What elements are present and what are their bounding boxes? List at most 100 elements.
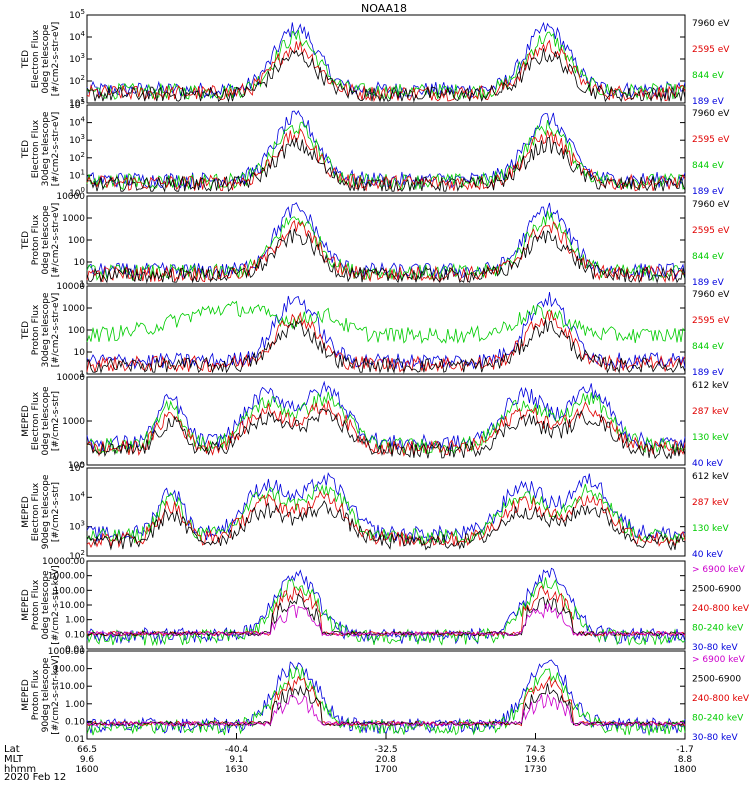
y-axis-label: 0deg telescope xyxy=(41,205,51,275)
legend-entry: 40 keV xyxy=(692,550,724,560)
y-axis-label: 30deg telescope xyxy=(41,111,51,186)
series-trace xyxy=(86,665,686,736)
series-trace xyxy=(86,48,686,103)
x-row-value: 1600 xyxy=(76,765,99,775)
legend-entry: 189 eV xyxy=(692,97,725,107)
y-axis-label: MEPED xyxy=(21,496,31,528)
legend-entry: 2500-6900 xyxy=(692,675,741,685)
y-tick-label: 103 xyxy=(69,52,85,65)
y-axis-label: [#/cm2-s-str-eV] xyxy=(51,112,61,187)
legend-entry: > 6900 keV xyxy=(692,565,746,575)
series-trace xyxy=(86,483,686,545)
series-trace xyxy=(86,137,686,193)
x-row-value: 1800 xyxy=(674,765,697,775)
legend-entry: 189 eV xyxy=(692,278,725,288)
y-tick-label: 10 xyxy=(74,258,86,268)
y-axis-label: Electron Flux xyxy=(31,482,41,541)
date-label: 2020 Feb 12 xyxy=(4,772,66,783)
legend-entry: 130 keV xyxy=(692,524,729,534)
legend-entry: 40 keV xyxy=(692,459,724,469)
legend-entry: 844 eV xyxy=(692,252,725,262)
y-axis-label: [#/cm2-s-str] xyxy=(51,391,61,451)
y-axis-label: MEPED xyxy=(21,405,31,437)
y-axis-label: Proton Flux xyxy=(31,214,41,265)
y-tick-label: 103 xyxy=(69,520,85,533)
panel-frame xyxy=(86,467,686,557)
series-trace xyxy=(86,593,686,637)
x-row-value: -40.4 xyxy=(225,745,249,755)
legend-entry: 287 keV xyxy=(692,498,729,508)
y-tick-label: 0.01 xyxy=(65,645,85,655)
x-row-value: -1.7 xyxy=(676,745,694,755)
y-tick-label: 10000 xyxy=(56,282,85,292)
y-tick-label: 10000 xyxy=(56,373,85,383)
y-axis-label: [#/cm2-s-str] xyxy=(51,482,61,542)
x-row-value: 19.6 xyxy=(525,755,545,765)
legend-entry: 7960 eV xyxy=(692,200,730,210)
series-trace xyxy=(86,21,686,100)
series-trace xyxy=(86,319,686,374)
legend-entry: 2500-6900 xyxy=(692,585,741,595)
x-row-value: 9.1 xyxy=(229,755,243,765)
series-trace xyxy=(86,603,686,637)
y-axis-label: TED xyxy=(21,140,31,159)
y-axis-label: [#/cm2-s-str-eV] xyxy=(51,22,61,97)
series-trace xyxy=(86,391,686,455)
y-tick-label: 104 xyxy=(69,30,85,43)
series-trace xyxy=(86,202,686,280)
x-row-value: 1630 xyxy=(225,765,248,775)
x-row-value: 1700 xyxy=(375,765,398,775)
y-axis-label: [#/cm2-s-str-eV] xyxy=(51,293,61,368)
y-tick-label: 1000 xyxy=(62,304,85,314)
legend-entry: 2595 eV xyxy=(692,316,730,326)
panel-2: 1 10 100 1000 10000 TED Proton Flux 0deg telesc… xyxy=(21,192,730,290)
y-axis-label: TED xyxy=(21,321,31,340)
y-tick-label: 1000.00 xyxy=(48,647,85,657)
x-axis-annotations: Lat 66.5 -40.4 -32.5 74.3 -1.7 MLT 9.6 9.1 20.8 19… xyxy=(4,733,697,775)
legend-entry: 844 eV xyxy=(692,342,725,352)
legend-entry: 844 eV xyxy=(692,161,725,171)
legend-entry: 7960 eV xyxy=(692,290,730,300)
series-trace xyxy=(86,219,686,284)
y-axis-label: 90deg telescope xyxy=(41,474,51,549)
y-axis-label: Proton Flux xyxy=(31,579,41,630)
legend-entry: 130 keV xyxy=(692,433,729,443)
y-axis-label: MEPED xyxy=(21,679,31,711)
x-row-value: -32.5 xyxy=(374,745,397,755)
y-tick-label: 1.00 xyxy=(65,616,85,626)
legend-entry: 240-800 keV xyxy=(692,694,750,704)
legend-entry: 2595 eV xyxy=(692,226,730,236)
y-tick-label: 1000 xyxy=(62,417,85,427)
legend-entry: 240-800 keV xyxy=(692,604,750,614)
legend-entry: 80-240 keV xyxy=(692,624,744,634)
y-tick-label: 104 xyxy=(69,490,85,503)
series-trace xyxy=(86,408,686,460)
y-tick-label: 10.00 xyxy=(59,682,85,692)
x-row-value: 66.5 xyxy=(77,745,97,755)
legend-entry: 612 keV xyxy=(692,381,729,391)
panel-3: 1 10 100 1000 10000 TED Proton Flux 30deg teles… xyxy=(21,282,730,380)
y-tick-label: 1.00 xyxy=(65,700,85,710)
y-tick-label: 102 xyxy=(69,74,85,87)
panel-4: 100 1000 10000 MEPED Electron Flux 0deg teles… xyxy=(21,373,729,471)
y-tick-label: 10000 xyxy=(56,192,85,202)
series-trace xyxy=(86,683,686,727)
y-axis-label: 90deg telescope xyxy=(41,657,51,732)
series-trace xyxy=(86,228,686,284)
series-trace xyxy=(86,500,686,551)
y-axis-label: 30deg telescope xyxy=(41,292,51,367)
series-trace xyxy=(86,128,686,192)
legend-entry: > 6900 keV xyxy=(692,655,746,665)
y-axis-label: TED xyxy=(21,231,31,250)
panel-7: 0.01 0.10 1.00 10.00 100.00 1000.00 MEPED Proto… xyxy=(21,647,750,745)
y-tick-label: 100 xyxy=(68,461,85,471)
series-trace xyxy=(86,30,686,101)
y-axis-label: Proton Flux xyxy=(31,304,41,355)
x-row-label: MLT xyxy=(4,754,24,765)
y-tick-label: 10 xyxy=(74,348,86,358)
